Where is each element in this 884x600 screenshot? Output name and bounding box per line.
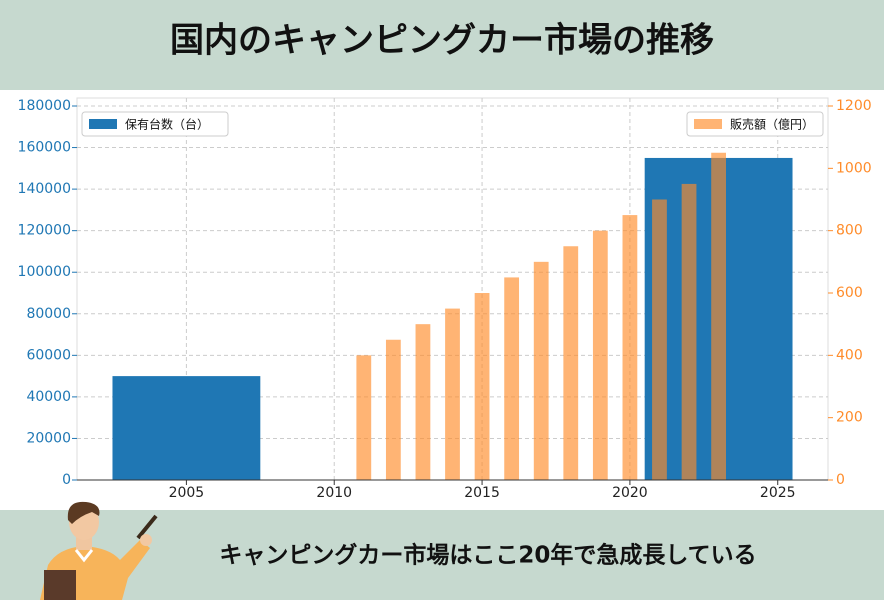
bar <box>533 261 549 480</box>
bar <box>474 293 490 480</box>
bar <box>356 355 372 480</box>
legend-label: 保有台数（台） <box>125 117 209 132</box>
bar <box>711 152 726 480</box>
y2-tick-label: 0 <box>836 472 845 488</box>
y2-tick-label: 1000 <box>836 160 872 176</box>
bar <box>622 215 638 481</box>
chart-title: 国内のキャンピングカー市場の推移 <box>170 21 714 61</box>
y-tick-label: 140000 <box>18 181 71 197</box>
presenter-illustration <box>40 501 158 600</box>
y-tick-label: 100000 <box>18 264 71 280</box>
y-tick-label: 60000 <box>26 347 71 363</box>
y2-tick-label: 600 <box>836 285 863 301</box>
legend-swatch <box>89 119 117 129</box>
x-tick-label: 2015 <box>464 485 500 501</box>
caption: キャンピングカー市場はここ20年で急成長している <box>219 542 756 569</box>
title-band <box>0 0 884 90</box>
y-tick-label: 120000 <box>18 223 71 239</box>
bar <box>385 339 401 480</box>
bar <box>504 277 520 480</box>
x-tick-label: 2020 <box>612 485 648 501</box>
bar <box>563 246 579 480</box>
legend-swatch <box>694 119 722 129</box>
y-tick-label: 160000 <box>18 140 71 156</box>
legend-box <box>686 111 824 137</box>
legend-label: 販売額（億円） <box>730 117 814 132</box>
y2-tick-label: 800 <box>836 223 863 239</box>
bar <box>415 324 431 480</box>
bar <box>681 183 697 480</box>
y-tick-label: 80000 <box>26 306 71 322</box>
x-tick-label: 2010 <box>316 485 352 501</box>
bar <box>652 199 667 480</box>
bar <box>445 308 460 480</box>
y-tick-label: 180000 <box>18 98 71 114</box>
y-tick-label: 20000 <box>26 430 71 446</box>
y-tick-label: 0 <box>62 472 71 488</box>
y2-tick-label: 400 <box>836 347 863 363</box>
y2-tick-label: 200 <box>836 410 863 426</box>
y2-tick-label: 1200 <box>836 98 872 114</box>
bar <box>112 376 261 480</box>
y-tick-label: 40000 <box>26 389 71 405</box>
bar <box>592 230 608 480</box>
legend-box <box>81 111 229 137</box>
x-tick-label: 2025 <box>760 485 796 501</box>
x-tick-label: 2005 <box>169 485 205 501</box>
